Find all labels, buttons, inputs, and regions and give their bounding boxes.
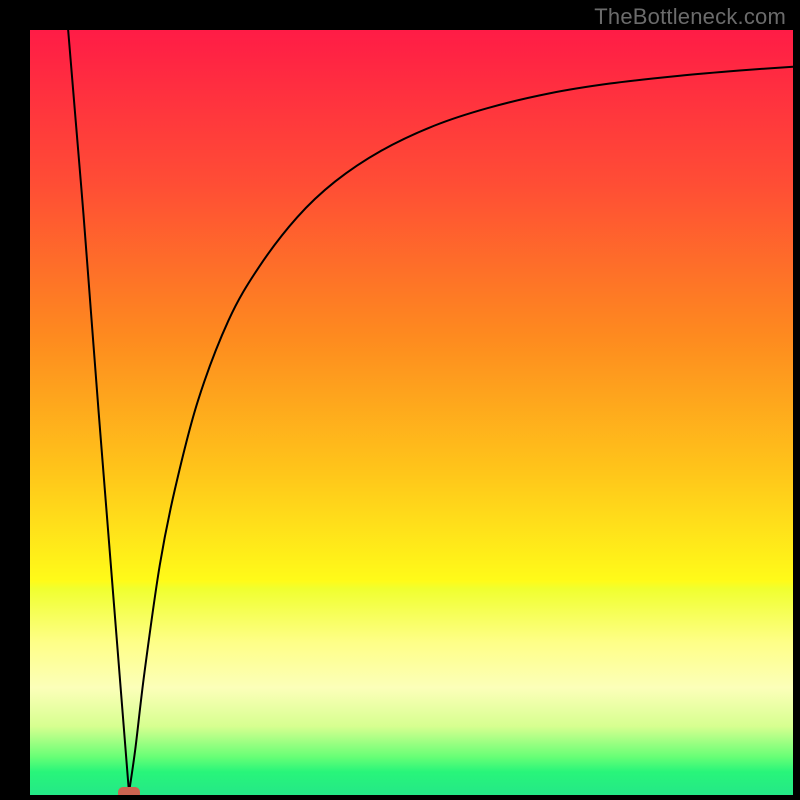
plot-frame — [30, 30, 793, 795]
curve-left — [68, 30, 129, 793]
curve-right — [129, 67, 793, 791]
curve-layer — [30, 30, 793, 795]
chart-root: TheBottleneck.com — [0, 0, 800, 800]
marker-rounded-rect — [118, 787, 140, 795]
watermark-text: TheBottleneck.com — [594, 4, 786, 30]
